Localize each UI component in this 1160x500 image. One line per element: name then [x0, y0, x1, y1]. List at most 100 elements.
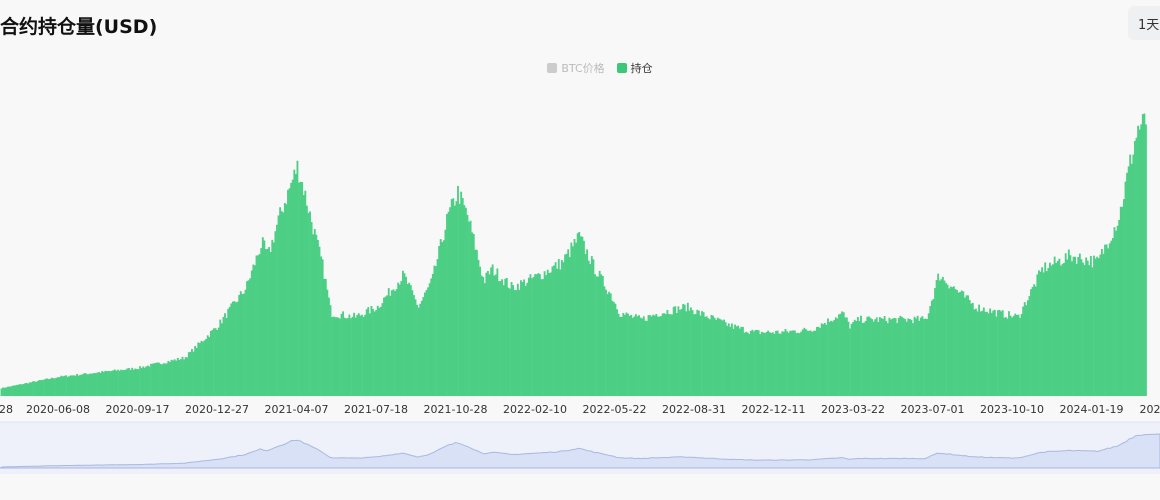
open-interest-bar	[634, 314, 637, 396]
open-interest-bar	[532, 277, 535, 396]
open-interest-bar	[781, 331, 784, 396]
open-interest-bar	[327, 297, 330, 396]
open-interest-bar	[1113, 227, 1116, 396]
open-interest-bar	[128, 367, 130, 396]
open-interest-bar	[450, 199, 453, 396]
open-interest-bar	[109, 371, 112, 396]
open-interest-bar	[726, 325, 729, 396]
open-interest-bar	[1107, 248, 1110, 396]
open-interest-bar	[68, 376, 71, 396]
open-interest-bar	[756, 329, 759, 396]
open-interest-bar	[929, 306, 932, 396]
open-interest-bar	[288, 188, 291, 396]
open-interest-bar	[419, 303, 422, 396]
open-interest-bar	[1088, 265, 1091, 396]
open-interest-bar	[496, 268, 499, 396]
open-interest-bar	[192, 351, 195, 396]
open-interest-bar	[143, 367, 146, 396]
open-interest-bar	[1077, 256, 1080, 396]
open-interest-bar	[509, 288, 511, 396]
range-slider[interactable]	[0, 421, 1160, 474]
open-interest-bar	[406, 283, 409, 396]
open-interest-bar	[175, 360, 178, 396]
open-interest-bar	[702, 312, 705, 396]
open-interest-bar	[1129, 154, 1132, 396]
open-interest-bar	[882, 318, 884, 396]
open-interest-bar	[120, 369, 123, 396]
open-interest-bar	[324, 278, 327, 396]
open-interest-bar	[424, 292, 426, 396]
open-interest-bar	[816, 326, 818, 396]
open-interest-bar	[683, 304, 686, 396]
open-interest-bar	[601, 276, 604, 396]
open-interest-bar	[1072, 256, 1075, 396]
open-interest-bar	[91, 373, 94, 396]
open-interest-bar	[1074, 256, 1077, 396]
open-interest-bar	[883, 316, 886, 396]
open-interest-bar	[395, 289, 398, 396]
x-tick-label: 2022-08-31	[662, 403, 726, 416]
open-interest-bar	[649, 315, 651, 396]
open-interest-bar	[27, 383, 30, 396]
legend-swatch-btc-price	[547, 63, 558, 73]
open-interest-bar	[762, 332, 765, 396]
open-interest-bar	[13, 385, 15, 396]
open-interest-bar	[321, 259, 324, 396]
open-interest-bar	[3, 387, 6, 396]
open-interest-bar	[823, 322, 826, 396]
open-interest-bar	[228, 306, 231, 396]
open-interest-bar	[296, 160, 299, 396]
open-interest-bar	[954, 289, 957, 396]
x-tick-label: 2020-06-08	[26, 403, 90, 416]
open-interest-bar	[663, 313, 666, 396]
open-interest-bar	[888, 317, 891, 396]
open-interest-bar	[83, 373, 86, 396]
open-interest-bar	[1137, 125, 1140, 396]
open-interest-bar	[449, 207, 452, 396]
open-interest-bar	[839, 313, 842, 396]
open-interest-bar	[1089, 255, 1092, 396]
open-interest-bar	[831, 321, 834, 396]
open-interest-bar	[787, 332, 790, 396]
open-interest-bar	[971, 302, 974, 396]
open-interest-bar	[669, 314, 672, 396]
open-interest-bar	[376, 305, 379, 396]
time-range-button[interactable]: 1天	[1128, 6, 1160, 40]
open-interest-bar	[978, 304, 981, 396]
legend-item-open-interest[interactable]: 持仓	[616, 60, 653, 76]
open-interest-bar	[455, 201, 458, 396]
open-interest-bar	[1049, 262, 1051, 396]
x-tick-label: 2021-10-28	[424, 403, 488, 416]
open-interest-bar	[239, 291, 242, 396]
open-interest-bar	[379, 306, 382, 396]
open-interest-bar	[962, 291, 965, 396]
open-interest-bar	[745, 331, 748, 396]
open-interest-bar	[1078, 253, 1081, 396]
open-interest-bar	[658, 316, 661, 396]
open-interest-bar	[987, 313, 990, 396]
open-interest-bar	[735, 326, 738, 396]
open-interest-bar	[993, 309, 996, 396]
open-interest-bar	[247, 280, 250, 396]
open-interest-bar	[180, 359, 182, 396]
open-interest-bar	[378, 307, 381, 396]
open-interest-bar	[457, 185, 459, 396]
open-interest-bar	[1100, 249, 1103, 396]
open-interest-bar	[850, 323, 853, 396]
open-interest-bar	[17, 384, 20, 396]
open-interest-bar	[178, 359, 181, 396]
open-interest-bar	[701, 311, 703, 396]
open-interest-bar	[28, 382, 31, 396]
open-interest-bar	[749, 330, 752, 396]
open-interest-bar	[5, 387, 8, 396]
open-interest-bar	[1064, 253, 1067, 396]
open-interest-bar	[660, 316, 663, 396]
open-interest-bar	[57, 377, 60, 396]
open-interest-bar	[444, 229, 447, 396]
open-interest-bar	[71, 375, 74, 396]
open-interest-bar	[776, 330, 779, 396]
open-interest-bar	[559, 269, 562, 396]
open-interest-bar	[19, 384, 22, 396]
open-interest-bar	[77, 375, 80, 396]
legend-item-btc-price[interactable]: BTC价格	[547, 60, 605, 76]
